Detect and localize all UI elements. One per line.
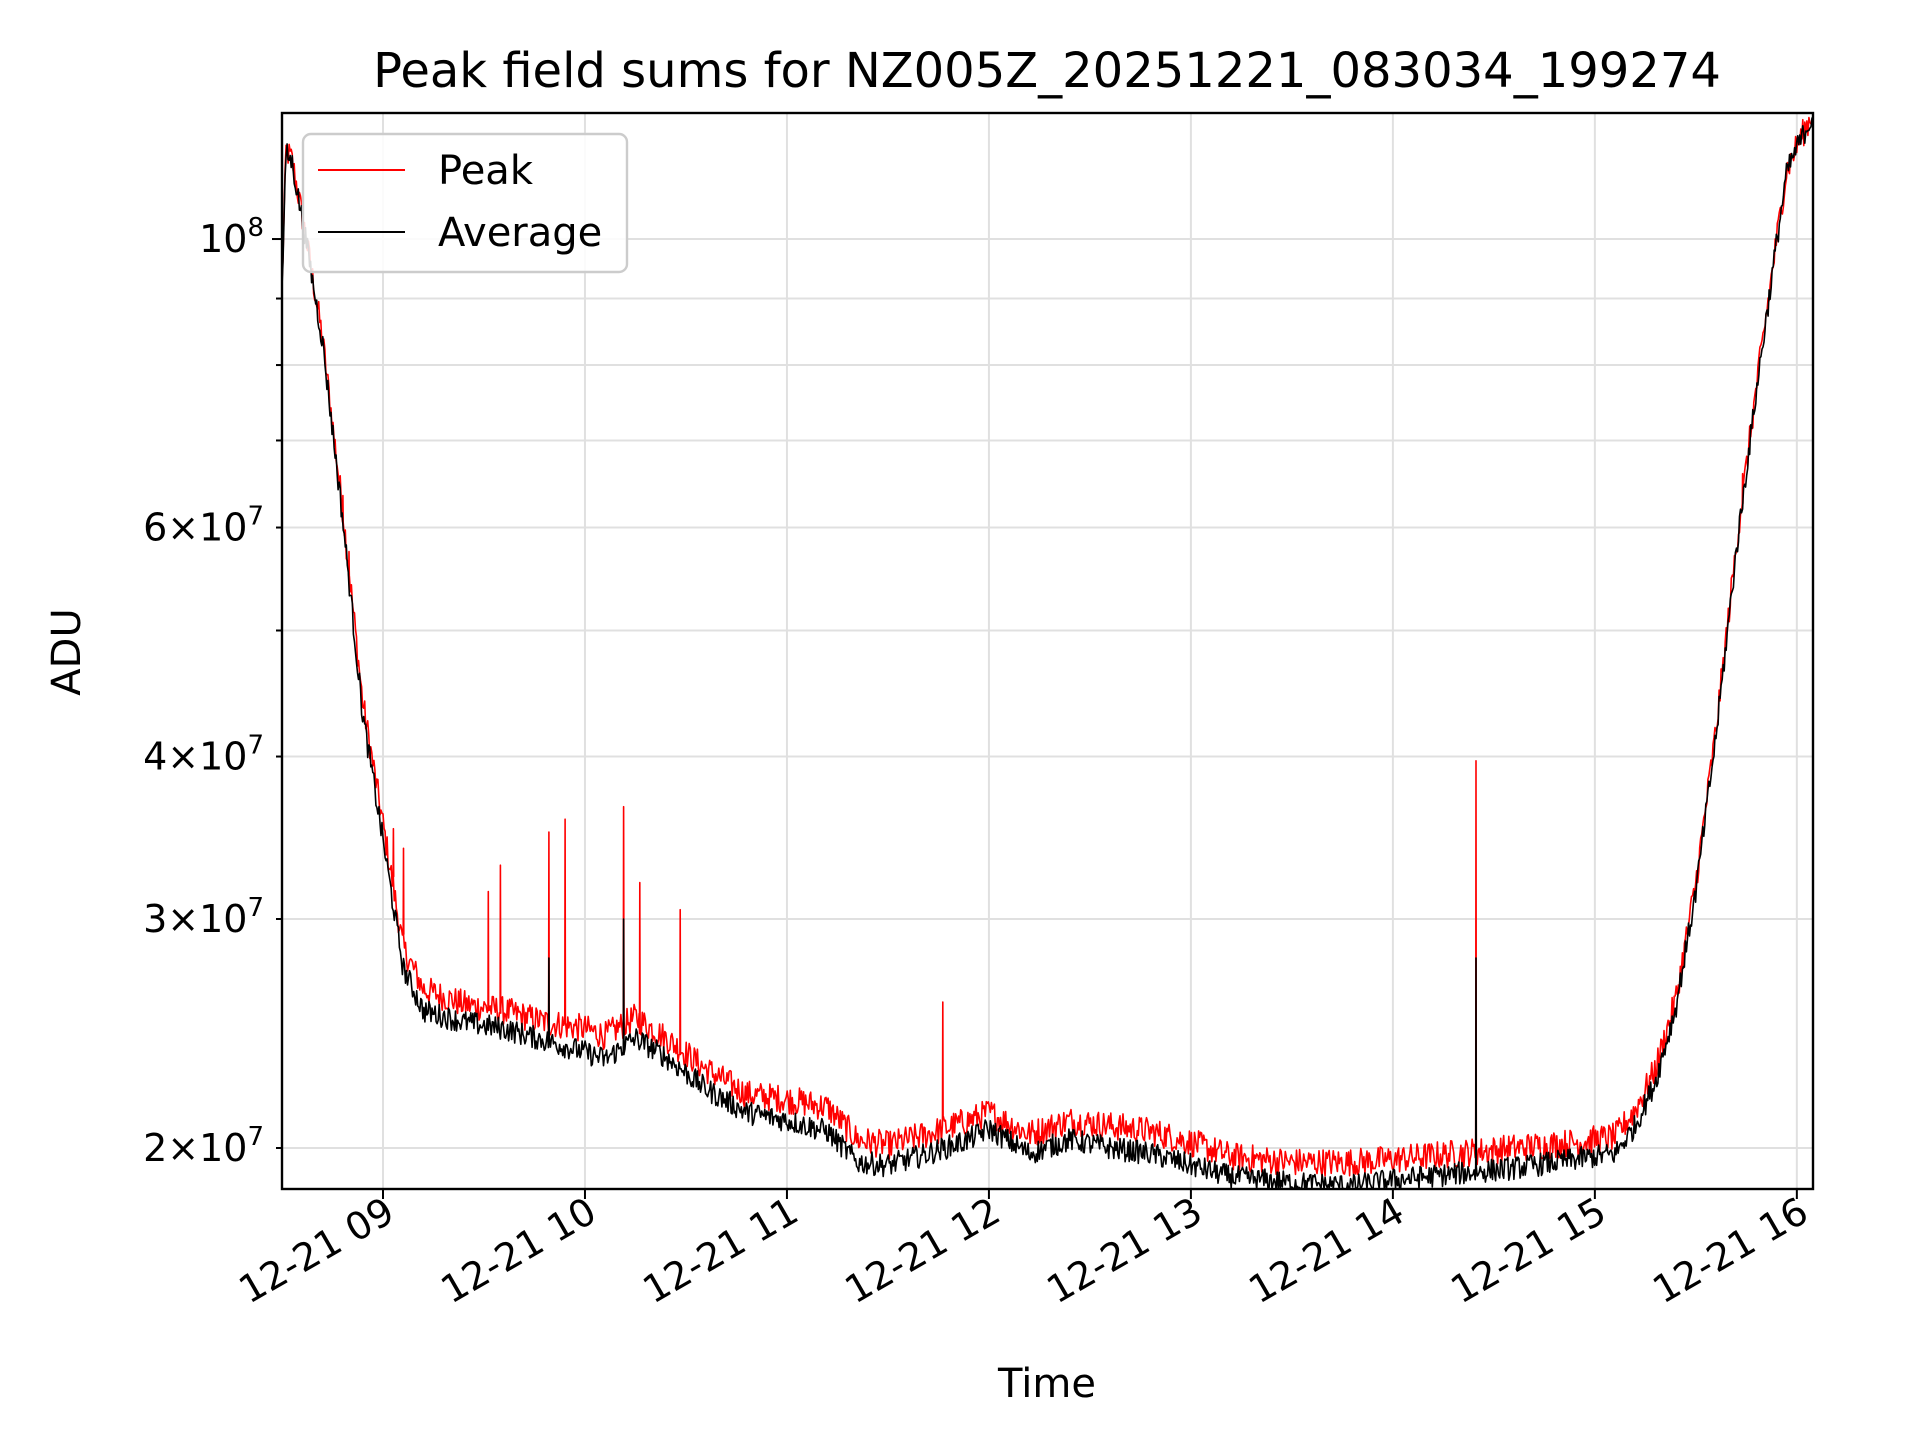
y-tick-exponent: 7 [247, 1122, 264, 1152]
y-tick-mantissa: 3 [143, 897, 167, 941]
legend-label-peak: Peak [438, 148, 534, 194]
series-layer [282, 116, 1813, 1189]
y-axis-label: ADU [44, 608, 90, 695]
y-tick-base: 10 [199, 897, 247, 941]
y-tick-exponent: 7 [247, 502, 264, 532]
x-axis-label: Time [997, 1361, 1096, 1407]
series-line-average [282, 117, 1813, 1189]
legend: Peak Average [301, 132, 629, 274]
y-tick-times: × [167, 735, 199, 779]
y-tick-mantissa: 6 [143, 506, 167, 550]
series-line-peak [282, 116, 1813, 1178]
y-tick-times: × [167, 506, 199, 550]
y-tick-label: 3×107 [143, 893, 264, 941]
y-tick-mantissa: 2 [143, 1126, 167, 1170]
y-tick-base: 10 [199, 506, 247, 550]
legend-label-average: Average [438, 210, 602, 256]
y-tick-label: 4×107 [143, 731, 264, 779]
y-tick-exponent: 7 [247, 893, 264, 923]
y-tick-label: 108 [199, 213, 264, 261]
y-tick-mantissa: 4 [143, 735, 167, 779]
y-tick-times: × [167, 1126, 199, 1170]
chart-title: Peak field sums for NZ005Z_20251221_0830… [373, 43, 1721, 99]
y-tick-exponent: 8 [247, 213, 264, 243]
y-tick-base: 10 [199, 1126, 247, 1170]
y-tick-times: × [167, 897, 199, 941]
y-tick-base: 10 [199, 735, 247, 779]
y-tick-label: 6×107 [143, 502, 264, 550]
plot-frame [280, 111, 1815, 1191]
y-tick-exponent: 7 [247, 731, 264, 761]
y-tick-label: 2×107 [143, 1122, 264, 1170]
legend-box [301, 132, 629, 274]
y-tick-base: 10 [199, 217, 247, 261]
